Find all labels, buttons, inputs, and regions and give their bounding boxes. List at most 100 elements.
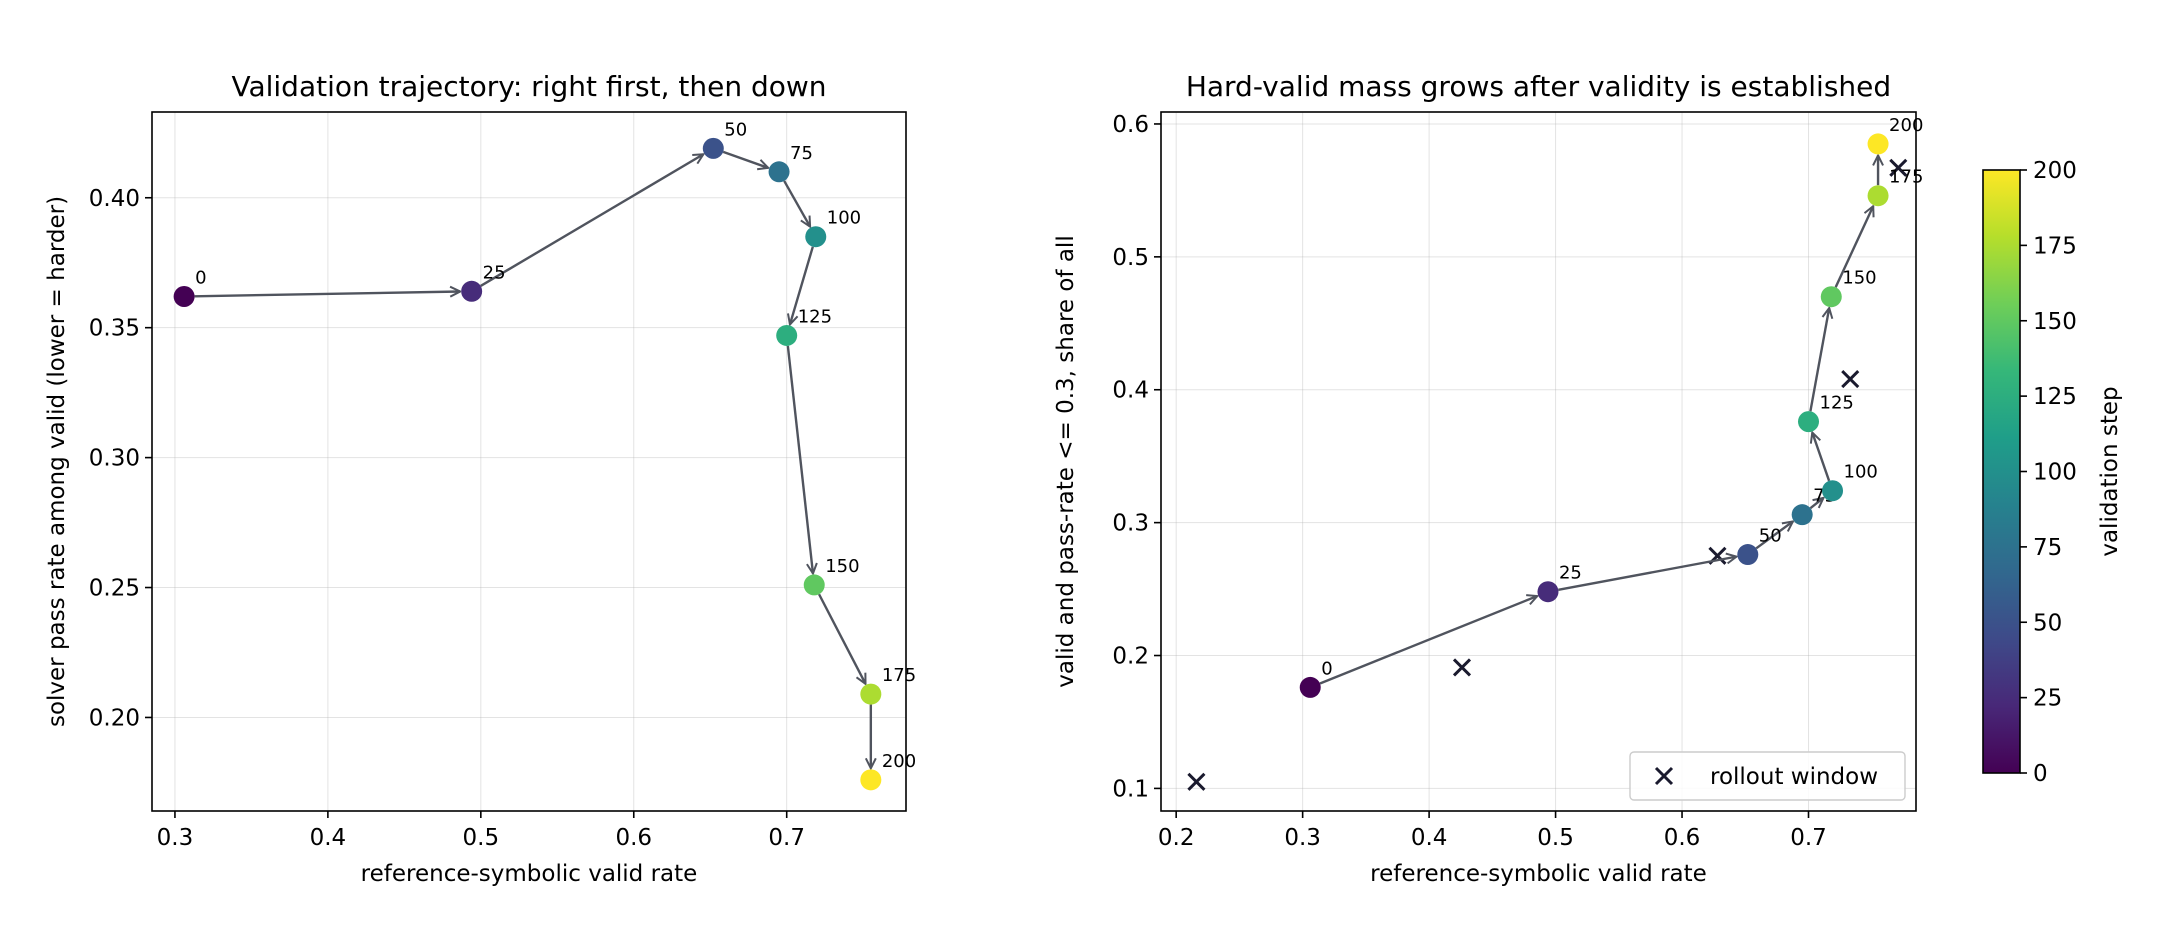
y-tick-label: 0.5 <box>1112 245 1149 271</box>
point-step-label: 200 <box>1889 115 1923 136</box>
trajectory-point <box>1299 676 1321 698</box>
left-chart-panel: 0.3 0.4 0.5 0.6 0.7 0.20 0.25 0.30 0.35 0.40 Valid… <box>44 70 916 887</box>
point-step-label: 100 <box>1844 462 1878 483</box>
point-step-label: 0 <box>1321 658 1332 679</box>
trajectory-arrow <box>818 593 867 684</box>
trajectory-point <box>1537 581 1559 603</box>
right-chart-panel: 0.2 0.3 0.4 0.5 0.6 0.7 0.1 0.2 0.3 0.4 0.5 0.6 Hard… <box>1053 70 1923 887</box>
rollout-window-marker <box>1841 370 1860 389</box>
colorbar-tick-label: 25 <box>2033 686 2062 712</box>
point-step-label: 150 <box>825 556 859 577</box>
trajectory-arrow <box>1809 498 1823 510</box>
trajectory-arrow <box>1558 557 1736 591</box>
trajectory-point <box>805 226 827 248</box>
colorbar-tick-label: 50 <box>2033 610 2062 636</box>
trajectory-arrow <box>480 154 704 287</box>
y-tick-label: 0.1 <box>1112 776 1149 802</box>
trajectory-point <box>1822 480 1844 502</box>
point-step-label: 125 <box>798 306 832 327</box>
trajectory-arrow <box>1834 206 1874 288</box>
colorbar-tick-label: 150 <box>2033 309 2077 335</box>
colorbar-gradient <box>1983 170 2020 773</box>
x-tick-label: 0.4 <box>1411 825 1448 851</box>
trajectory-point <box>860 769 882 791</box>
point-step-label: 175 <box>882 665 916 686</box>
trajectory-point <box>768 161 790 183</box>
colorbar-tick-label: 175 <box>2033 233 2077 259</box>
trajectory-point <box>173 285 195 307</box>
point-step-label: 100 <box>827 208 861 229</box>
legend-label: rollout window <box>1710 764 1878 790</box>
trajectory-point <box>1867 133 1889 155</box>
trajectory-arrow <box>1319 596 1537 685</box>
chart-title: Hard-valid mass grows after validity is … <box>1186 70 1891 103</box>
colorbar-label: validation step <box>2097 386 2123 556</box>
colorbar-tick-label: 100 <box>2033 460 2077 486</box>
y-tick-label: 0.3 <box>1112 511 1149 537</box>
y-tick-label: 0.6 <box>1112 112 1149 138</box>
trajectory-arrow <box>194 292 461 297</box>
trajectory-point <box>803 574 825 596</box>
colorbar-tick-label: 75 <box>2033 535 2062 561</box>
x-tick-label: 0.7 <box>1790 825 1827 851</box>
x-tick-label: 0.3 <box>1284 825 1321 851</box>
trajectory-arrow <box>790 246 814 325</box>
trajectory-point <box>1737 544 1759 566</box>
legend-marker <box>1654 766 1674 786</box>
point-step-label: 150 <box>1842 268 1876 289</box>
rollout-window-marker <box>1889 158 1908 177</box>
trajectory-point <box>776 324 798 346</box>
colorbar-tick-label: 0 <box>2033 761 2048 787</box>
trajectory-arrow <box>786 345 813 574</box>
point-step-label: 0 <box>195 267 206 288</box>
trajectory-arrow <box>1809 308 1829 412</box>
x-tick-label: 0.7 <box>768 825 805 851</box>
point-step-label: 175 <box>1889 167 1923 188</box>
trajectory-point <box>1820 286 1842 308</box>
trajectory-point <box>702 137 724 159</box>
point-step-label: 50 <box>1759 526 1782 547</box>
colorbar-tick-label: 200 <box>2033 158 2077 184</box>
legend-box <box>1629 751 1906 801</box>
y-axis-label: solver pass rate among valid (lower = ha… <box>44 196 70 727</box>
x-tick-label: 0.3 <box>157 825 194 851</box>
trajectory-arrow <box>1812 432 1831 482</box>
trajectory-point <box>860 683 882 705</box>
y-tick-label: 0.35 <box>89 316 140 342</box>
x-tick-label: 0.6 <box>1664 825 1701 851</box>
point-step-label: 25 <box>1559 563 1582 584</box>
x-tick-label: 0.5 <box>463 825 500 851</box>
rollout-window-marker <box>1452 658 1472 677</box>
trajectory-arrow <box>783 180 810 227</box>
point-step-label: 50 <box>724 119 747 140</box>
y-tick-label: 0.30 <box>89 446 140 472</box>
colorbar-tick-label: 125 <box>2033 384 2077 410</box>
y-tick-label: 0.2 <box>1112 644 1149 670</box>
chart-title: Validation trajectory: right first, then… <box>231 70 826 103</box>
x-tick-label: 0.2 <box>1158 825 1195 851</box>
x-tick-label: 0.5 <box>1537 825 1574 851</box>
point-step-label: 75 <box>790 143 813 164</box>
axes-frame <box>1160 111 1917 812</box>
x-tick-label: 0.6 <box>615 825 652 851</box>
trajectory-point <box>461 280 483 302</box>
y-tick-label: 0.40 <box>89 186 140 212</box>
colorbar: 0 25 50 75 100 125 150 175 200 validation step <box>1982 158 2123 787</box>
y-tick-label: 0.25 <box>89 576 140 602</box>
trajectory-arrow <box>1755 521 1793 550</box>
point-step-label: 25 <box>483 262 506 283</box>
trajectory-point <box>1791 504 1813 526</box>
axes-frame <box>151 111 907 812</box>
y-axis-label: valid and pass-rate <= 0.3, share of all <box>1053 235 1079 687</box>
trajectory-point <box>1798 411 1820 433</box>
y-tick-label: 0.20 <box>89 705 140 731</box>
point-step-label: 200 <box>882 751 916 772</box>
legend: rollout window <box>1629 751 1906 801</box>
point-step-label: 125 <box>1820 393 1854 414</box>
y-tick-label: 0.4 <box>1112 378 1149 404</box>
rollout-window-marker <box>1187 772 1206 791</box>
x-tick-label: 0.4 <box>310 825 347 851</box>
x-axis-label: reference-symbolic valid rate <box>361 861 698 887</box>
x-axis-label: reference-symbolic valid rate <box>1370 861 1707 887</box>
